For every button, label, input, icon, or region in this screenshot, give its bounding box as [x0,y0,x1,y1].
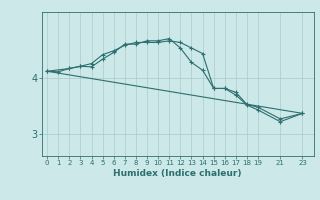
X-axis label: Humidex (Indice chaleur): Humidex (Indice chaleur) [113,169,242,178]
